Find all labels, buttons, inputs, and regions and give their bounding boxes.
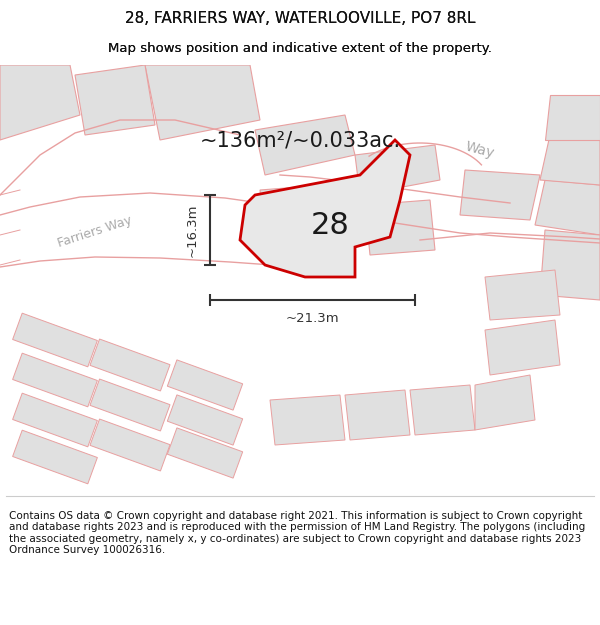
Polygon shape [475, 375, 535, 430]
Polygon shape [90, 339, 170, 391]
Polygon shape [485, 270, 560, 320]
Text: 28: 28 [311, 211, 349, 239]
Polygon shape [545, 95, 600, 140]
Text: ~16.3m: ~16.3m [185, 203, 199, 257]
Polygon shape [485, 320, 560, 375]
Polygon shape [255, 115, 355, 175]
Text: Map shows position and indicative extent of the property.: Map shows position and indicative extent… [108, 42, 492, 55]
Text: Farriers Way: Farriers Way [56, 214, 134, 250]
Text: 28, FARRIERS WAY, WATERLOOVILLE, PO7 8RL: 28, FARRIERS WAY, WATERLOOVILLE, PO7 8RL [125, 11, 475, 26]
Text: ~136m²/~0.033ac.: ~136m²/~0.033ac. [199, 130, 401, 150]
Text: Map shows position and indicative extent of the property.: Map shows position and indicative extent… [108, 42, 492, 55]
Polygon shape [460, 170, 540, 220]
Polygon shape [270, 395, 345, 445]
Polygon shape [13, 393, 97, 447]
Polygon shape [90, 419, 170, 471]
Polygon shape [167, 395, 242, 445]
Polygon shape [145, 65, 260, 140]
Polygon shape [540, 135, 600, 185]
Polygon shape [260, 185, 330, 245]
Text: ~21.3m: ~21.3m [286, 311, 340, 324]
Polygon shape [0, 65, 80, 140]
Polygon shape [13, 353, 97, 407]
Polygon shape [167, 360, 242, 410]
Polygon shape [535, 180, 600, 235]
Polygon shape [167, 428, 242, 478]
Polygon shape [540, 230, 600, 300]
Polygon shape [240, 140, 410, 277]
Polygon shape [90, 379, 170, 431]
Polygon shape [13, 313, 97, 367]
Polygon shape [13, 430, 97, 484]
Polygon shape [410, 385, 475, 435]
Polygon shape [355, 145, 440, 195]
Text: Way: Way [464, 139, 496, 161]
Text: Contains OS data © Crown copyright and database right 2021. This information is : Contains OS data © Crown copyright and d… [9, 511, 585, 556]
Polygon shape [365, 200, 435, 255]
Polygon shape [75, 65, 155, 135]
Text: 28, FARRIERS WAY, WATERLOOVILLE, PO7 8RL: 28, FARRIERS WAY, WATERLOOVILLE, PO7 8RL [125, 11, 475, 26]
Polygon shape [345, 390, 410, 440]
